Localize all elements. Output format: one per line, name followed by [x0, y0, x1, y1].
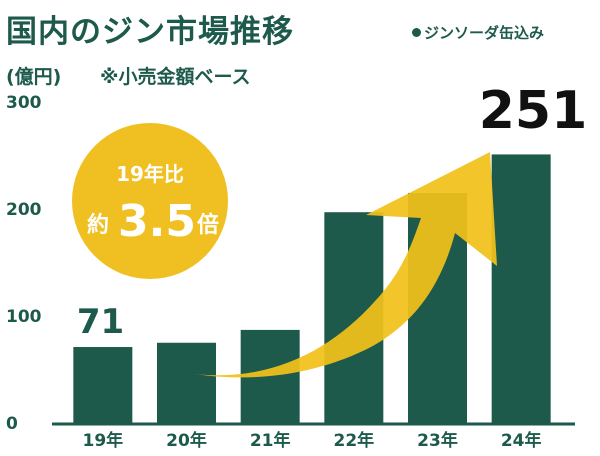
data-label-19年: 71: [77, 302, 124, 342]
y-axis-unit: (億円): [6, 66, 62, 88]
bar-19年: [73, 347, 133, 423]
x-tick-label: 21年: [250, 430, 291, 451]
y-tick-label: 300: [6, 93, 42, 113]
x-tick-label: 23年: [417, 430, 458, 451]
chart-title: 国内のジン市場推移: [6, 14, 294, 50]
badge-circle: [72, 123, 228, 279]
x-tick-label: 22年: [333, 430, 374, 451]
y-tick-label: 200: [6, 200, 42, 220]
x-tick-label: 19年: [82, 430, 123, 451]
bar-20年: [157, 342, 216, 423]
x-tick-label: 20年: [166, 430, 207, 451]
data-label-24年: 251: [479, 81, 588, 141]
growth-arrow: [195, 152, 497, 378]
title-note-text: ジンソーダ缶込み: [424, 24, 545, 42]
title-note: ジンソーダ缶込み: [412, 22, 544, 43]
bar-24年: [491, 154, 551, 423]
x-tick-label: 24年: [501, 430, 542, 451]
badge-suffix: 倍: [197, 212, 219, 238]
badge-top-text: 19年比: [116, 162, 184, 186]
growth-badge: 19年比 約 3.5 倍: [72, 123, 228, 279]
sub-note: ※小売金額ベース: [100, 66, 251, 88]
bullet-dot-icon: [412, 28, 421, 37]
badge-prefix: 約: [87, 212, 109, 238]
badge-value: 3.5: [118, 196, 196, 247]
y-tick-label: 0: [6, 414, 18, 434]
y-tick-label: 100: [6, 307, 42, 327]
